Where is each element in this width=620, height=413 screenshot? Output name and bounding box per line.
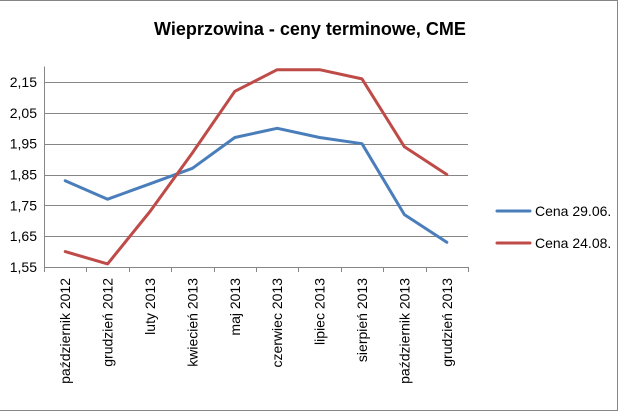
legend-item: Cena 29.06.: [495, 203, 611, 219]
x-tick-label: lipiec 2013: [312, 278, 328, 345]
x-tick-label: październik 2013: [396, 278, 412, 384]
x-tick-label: kwiecień 2013: [184, 278, 200, 367]
legend: Cena 29.06. Cena 24.08.: [495, 203, 611, 251]
x-tick-label: grudzień 2012: [100, 278, 116, 367]
y-tick-label: 1,95: [10, 136, 37, 152]
plot-area: 1,55 1,65 1,75 1,85 1,95 2,05 2,15 październik …: [10, 66, 469, 384]
y-tick-label: 1,55: [10, 259, 37, 275]
legend-item: Cena 24.08.: [495, 235, 611, 251]
legend-label: Cena 29.06.: [535, 203, 611, 219]
y-tick-label: 2,05: [10, 105, 37, 121]
y-tick-label: 1,65: [10, 228, 37, 244]
x-tick-label: czerwiec 2013: [269, 278, 285, 368]
x-tick-label: maj 2013: [227, 278, 243, 336]
chart-title: Wieprzowina - ceny terminowe, CME: [154, 19, 466, 39]
y-tick-label: 2,15: [10, 74, 37, 90]
legend-label: Cena 24.08.: [535, 235, 611, 251]
x-tick-label: październik 2012: [57, 278, 73, 384]
x-tick-label: sierpień 2013: [354, 278, 370, 362]
y-tick-label: 1,85: [10, 167, 37, 183]
series-line-2: [63, 68, 449, 266]
x-tick-label: luty 2013: [142, 278, 158, 335]
series-line-1: [63, 126, 449, 244]
x-tick-label: grudzień 2013: [439, 278, 455, 367]
y-tick-label: 1,75: [10, 197, 37, 213]
